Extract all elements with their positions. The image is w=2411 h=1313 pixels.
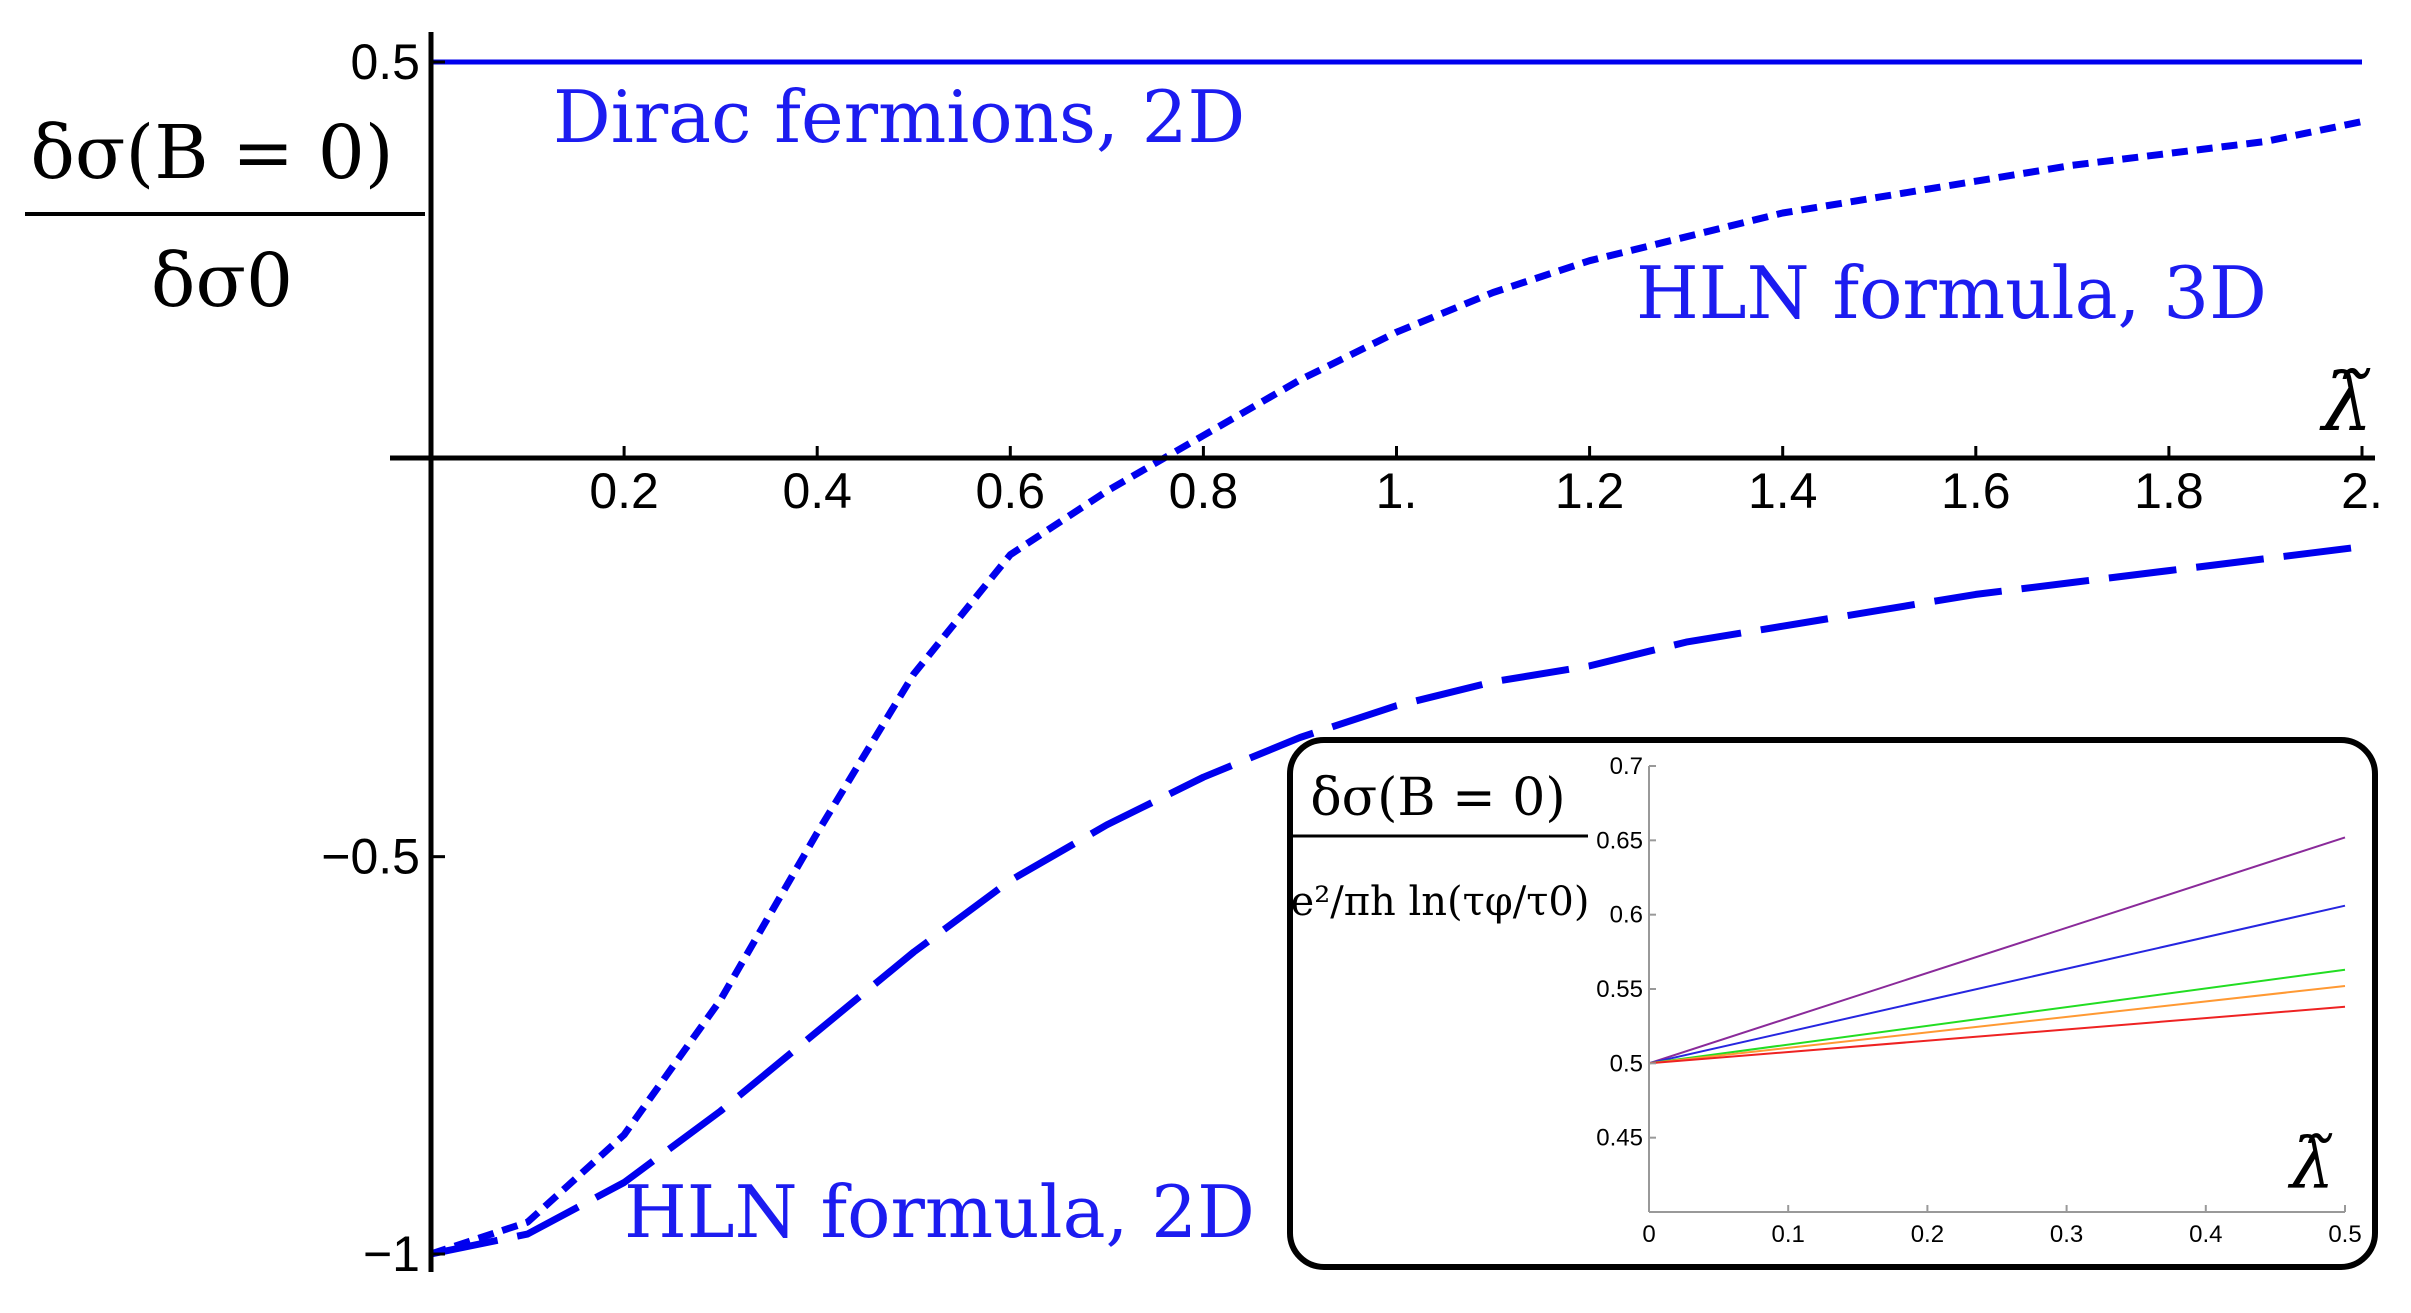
inset-series-line: [1648, 904, 2346, 1065]
inset-series-group: [1648, 836, 2346, 1065]
inset-y-tick-label: 0.5: [1610, 1050, 1643, 1077]
inset-x-tick-label: 0.3: [2050, 1221, 2083, 1248]
y-tick-label: 0.5: [350, 34, 420, 90]
inset-y-tick-label: 0.7: [1610, 753, 1643, 780]
inset-series-line: [1648, 1005, 2346, 1065]
x-tick-label: 1.2: [1555, 463, 1625, 519]
inset-x-tick-group: 0 0.1 0.2 0.3 0.4 0.5: [1642, 1205, 2362, 1248]
y-tick-label: −0.5: [321, 829, 420, 885]
inset-x-tick-label: 0: [1642, 1221, 1655, 1248]
y-axis-label: δσ(B = 0) δσ0: [25, 110, 425, 324]
y-label-denominator: δσ0: [151, 238, 293, 324]
x-tick-label: 1.8: [2134, 463, 2204, 519]
x-tick-label: 0.2: [589, 463, 659, 519]
inset-y-tick-label: 0.55: [1596, 976, 1643, 1003]
x-axis-label-text: λ̃: [2319, 356, 2373, 449]
x-tick-label: 2.: [2341, 463, 2383, 519]
x-axis-label: λ̃: [2319, 356, 2373, 449]
inset-x-tick-label: 0.2: [1911, 1221, 1944, 1248]
inset-series-line: [1648, 836, 2346, 1065]
series-short-dash-line: [429, 118, 2363, 1258]
label-hln-2d: HLN formula, 2D: [624, 1170, 1255, 1254]
x-tick-label: 0.4: [782, 463, 852, 519]
inset-y-axis-label: δσ(B = 0) e²/πh ln(τφ/τ0): [1291, 768, 1590, 925]
inset-y-label-numerator: δσ(B = 0): [1310, 768, 1565, 828]
inset-y-tick-group: 0.7 0.65 0.6 0.55 0.5 0.45: [1596, 753, 1656, 1152]
inset-chart: 0 0.1 0.2 0.3 0.4 0.5 0.7 0.65 0.6 0.55 0.5 0.45 λ…: [1287, 737, 2378, 1270]
x-tick-group: 0.2 0.4 0.6 0.8 1. 1.2 1.4 1.6 1.8 2.: [589, 446, 2383, 519]
inset-y-tick-label: 0.6: [1610, 902, 1643, 929]
inset-x-axis-label: λ̃: [2287, 1123, 2334, 1205]
label-dirac-2d: Dirac fermions, 2D: [553, 75, 1245, 159]
x-tick-label: 0.6: [976, 463, 1046, 519]
x-tick-label: 0.8: [1169, 463, 1239, 519]
inset-series-line: [1648, 968, 2346, 1065]
label-hln-3d: HLN formula, 3D: [1636, 251, 2267, 335]
x-tick-label: 1.4: [1748, 463, 1818, 519]
inset-x-tick-label: 0.1: [1772, 1221, 1805, 1248]
inset-x-tick-label: 0.5: [2328, 1221, 2361, 1248]
y-label-numerator: δσ(B = 0): [30, 110, 393, 196]
x-tick-label: 1.: [1376, 463, 1418, 519]
inset-series-line: [1648, 985, 2346, 1065]
inset-x-tick-label: 0.4: [2189, 1221, 2222, 1248]
y-tick-label: −1: [363, 1226, 420, 1282]
y-tick-group: 0.5 −0.5 −1: [321, 34, 445, 1282]
main-series-group: [429, 59, 2363, 1258]
x-tick-label: 1.6: [1941, 463, 2011, 519]
inset-y-label-denominator: e²/πh ln(τφ/τ0): [1291, 879, 1590, 925]
series-long-dash-line: [430, 543, 2363, 1258]
inset-y-tick-label: 0.65: [1596, 827, 1643, 854]
main-chart: 0.2 0.4 0.6 0.8 1. 1.2 1.4 1.6 1.8 2. 0.5 −0.5 −1 λ…: [25, 32, 2383, 1282]
inset-y-tick-label: 0.45: [1596, 1125, 1643, 1152]
